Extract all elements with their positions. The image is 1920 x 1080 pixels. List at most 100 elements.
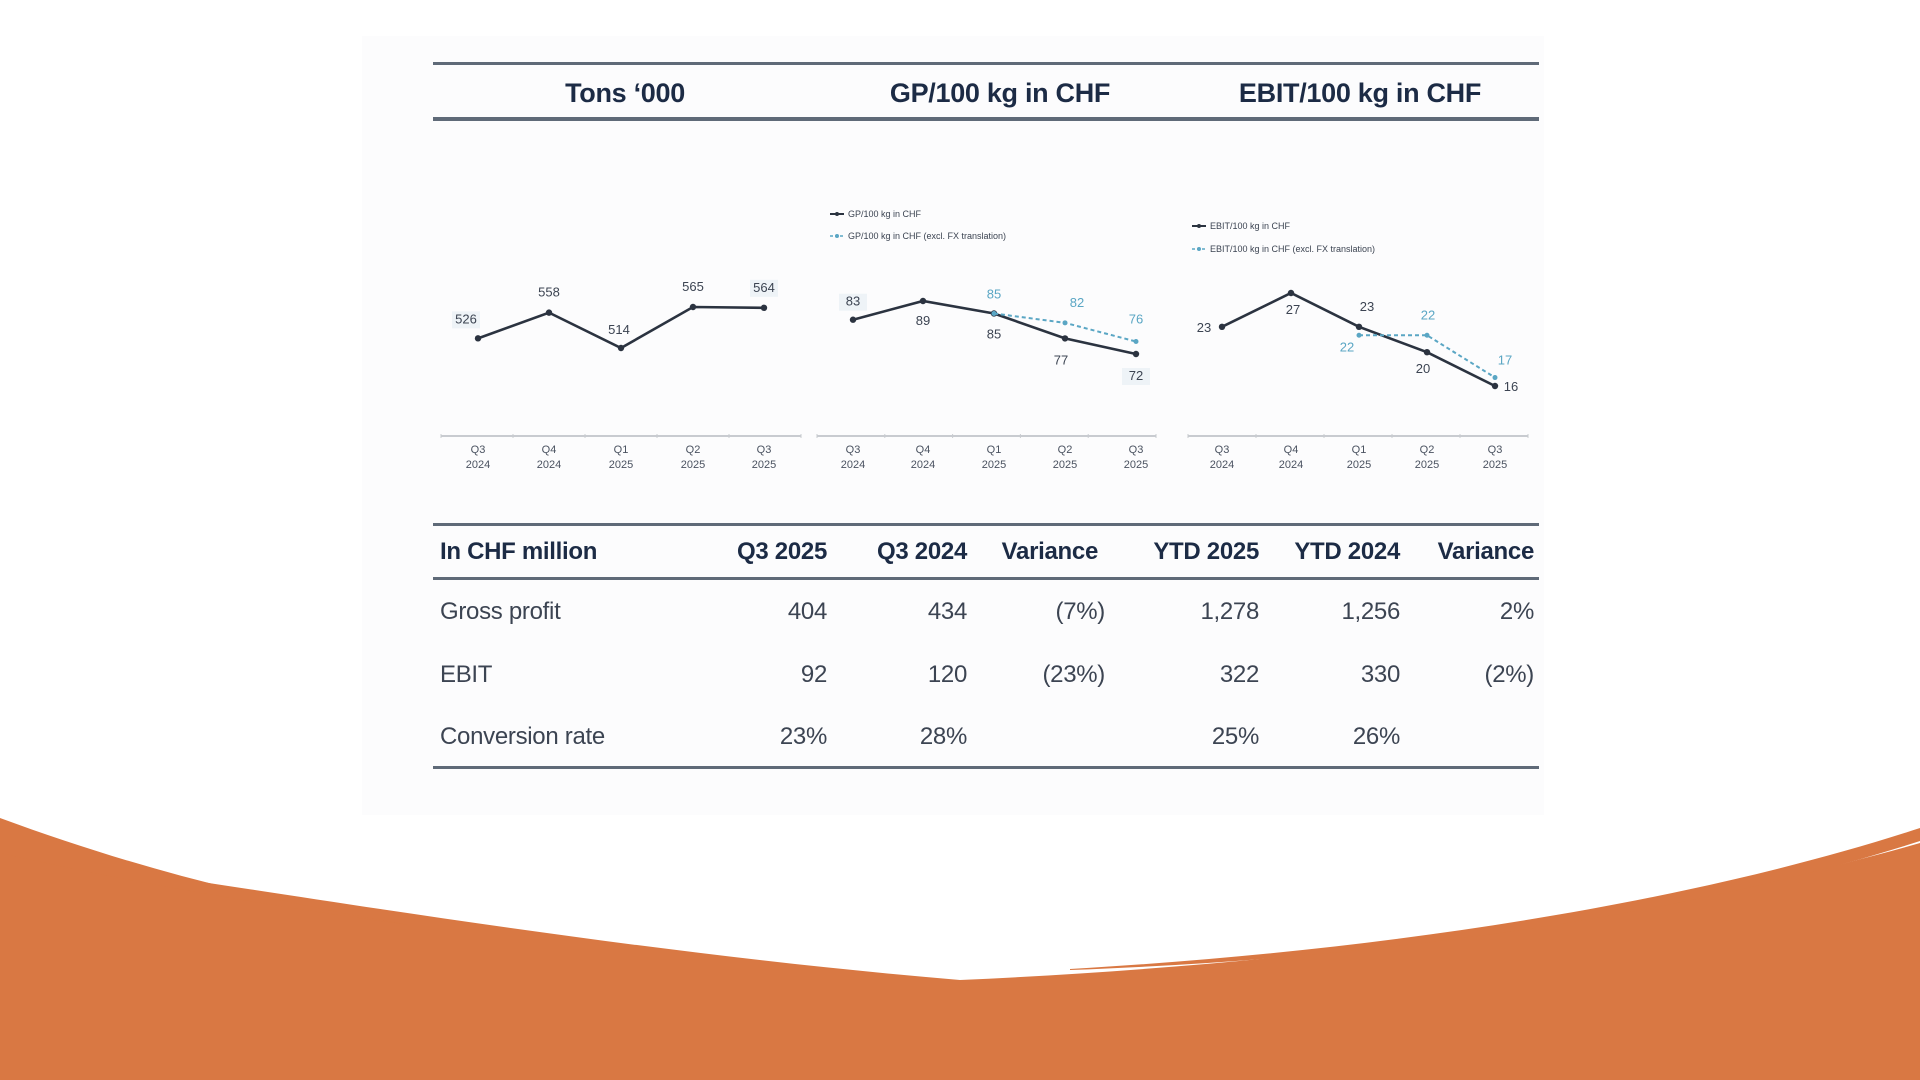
cell: 1,256 (1341, 598, 1400, 625)
data-label: 16 (1504, 379, 1518, 394)
cell: 28% (919, 723, 967, 750)
data-label: 72 (1129, 368, 1143, 383)
table-header-label: In CHF million (440, 538, 598, 565)
data-point-excl-fx (1356, 332, 1362, 338)
slide-content-card (362, 36, 1544, 815)
x-tick-label-year: 2024 (1279, 459, 1303, 471)
data-point-excl-fx (1492, 375, 1498, 381)
x-tick-label-year: 2025 (1415, 459, 1439, 471)
data-point (760, 304, 768, 312)
x-tick-label-quarter: Q1 (1352, 444, 1367, 456)
data-label: 27 (1286, 302, 1300, 317)
data-point (689, 303, 697, 311)
data-label-excl-fx: 85 (987, 286, 1001, 301)
data-point (545, 309, 553, 316)
legend-label: GP/100 kg in CHF (848, 209, 922, 219)
x-tick-label-quarter: Q3 (1488, 444, 1503, 456)
x-tick-label-quarter: Q3 (846, 444, 861, 456)
legend-label: EBIT/100 kg in CHF (1210, 221, 1291, 231)
data-label-box (750, 279, 778, 297)
cell: (23%) (1042, 661, 1105, 688)
x-tick-label-year: 2024 (1210, 459, 1234, 471)
x-tick-label-year: 2025 (1053, 459, 1077, 471)
chart-title-gp: GP/100 kg in CHF (889, 78, 1111, 108)
x-tick-label-year: 2025 (681, 459, 705, 471)
cell: 404 (787, 598, 827, 625)
data-point (1491, 382, 1499, 390)
data-point (1355, 323, 1363, 331)
header-bottom-rule (433, 117, 1539, 121)
legend-marker (835, 234, 839, 238)
x-tick-label-year: 2025 (752, 459, 776, 471)
x-tick-label-year: 2024 (841, 459, 865, 471)
data-label-excl-fx: 76 (1129, 312, 1143, 327)
row-label: EBIT (440, 661, 493, 688)
legend-marker (1197, 224, 1201, 228)
legend-label: EBIT/100 kg in CHF (excl. FX translation… (1210, 244, 1375, 254)
cell: 23% (779, 723, 827, 750)
x-tick-label-quarter: Q3 (1215, 444, 1230, 456)
table-header-variance-ytd: Variance (1437, 538, 1535, 565)
data-label: 565 (682, 279, 704, 294)
table-bottom-rule (433, 766, 1539, 769)
data-point-excl-fx (991, 310, 997, 316)
table-header-rule (433, 577, 1539, 580)
cell: 25% (1211, 723, 1259, 750)
legend-marker (1197, 247, 1201, 251)
table-header-ytd-2024: YTD 2024 (1294, 538, 1400, 565)
data-label: 83 (846, 294, 860, 309)
cell: (7%) (1055, 598, 1106, 625)
x-tick-label-year: 2025 (982, 459, 1006, 471)
x-tick-label-year: 2025 (1124, 459, 1148, 471)
legend-marker (835, 212, 839, 216)
cell: 434 (927, 598, 967, 625)
data-label: 23 (1197, 320, 1211, 335)
cell: 26% (1352, 723, 1400, 750)
x-tick-label-year: 2024 (911, 459, 935, 471)
cell: 120 (927, 661, 967, 688)
data-point (1423, 348, 1431, 356)
chart-title-ebit: EBIT/100 kg in CHF (1238, 78, 1482, 108)
swoosh-main-band (0, 843, 1920, 1080)
data-point (617, 344, 625, 352)
x-tick-label-quarter: Q2 (1058, 444, 1073, 456)
data-label: 564 (753, 280, 775, 295)
x-tick-label-year: 2024 (466, 459, 490, 471)
table-header-q3-2024: Q3 2024 (877, 538, 967, 565)
x-tick-label-quarter: Q1 (987, 444, 1002, 456)
table-header-ytd-2025: YTD 2025 (1153, 538, 1259, 565)
x-tick-label-quarter: Q4 (916, 444, 931, 456)
cell: (2%) (1484, 661, 1535, 688)
x-tick-label-quarter: Q4 (1284, 444, 1299, 456)
data-point (849, 316, 857, 323)
x-tick-label-year: 2025 (1483, 459, 1507, 471)
data-label-excl-fx: 22 (1340, 339, 1354, 354)
data-point (1132, 350, 1140, 358)
data-label: 89 (916, 313, 930, 328)
x-tick-label-quarter: Q2 (1420, 444, 1435, 456)
table-top-rule (433, 523, 1539, 526)
x-tick-label-year: 2025 (609, 459, 633, 471)
data-point-excl-fx (1133, 339, 1139, 345)
data-label: 77 (1054, 352, 1068, 367)
cell: 1,278 (1200, 598, 1259, 625)
series-line-excl-fx (1359, 334, 1496, 379)
data-point-excl-fx (1062, 320, 1068, 326)
data-label-excl-fx: 17 (1498, 353, 1512, 368)
data-label: 23 (1360, 299, 1374, 314)
data-point-excl-fx (1424, 332, 1430, 338)
data-label-excl-fx: 22 (1421, 307, 1435, 322)
table-header-variance-quarter: Variance (1001, 538, 1099, 565)
cell: 330 (1360, 661, 1400, 688)
data-point (1287, 289, 1295, 297)
data-label: 558 (538, 285, 560, 300)
data-label-excl-fx: 82 (1070, 295, 1084, 310)
x-tick-label-quarter: Q3 (1129, 444, 1144, 456)
cell: 322 (1219, 661, 1259, 688)
data-label: 85 (987, 326, 1001, 341)
data-point (1061, 335, 1069, 342)
header-top-rule (433, 62, 1539, 65)
data-label-box (1122, 368, 1150, 385)
